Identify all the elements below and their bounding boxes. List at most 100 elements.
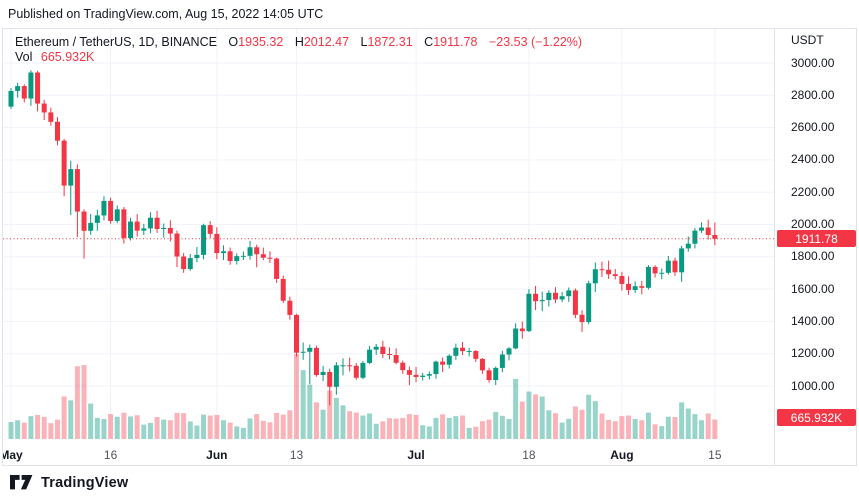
volume-bar xyxy=(506,419,512,439)
candle-body xyxy=(41,103,47,113)
time-tick-label: 16 xyxy=(103,448,118,462)
price-tick-label: 2600.00 xyxy=(791,120,835,135)
volume-bar xyxy=(101,419,107,439)
volume-bar xyxy=(347,411,353,439)
volume-bar xyxy=(48,423,54,439)
volume-label: Vol xyxy=(15,50,33,64)
volume-bar xyxy=(519,401,525,439)
volume-bar xyxy=(526,391,532,439)
candle-body xyxy=(94,215,100,223)
candle-body xyxy=(453,347,459,356)
volume-bar xyxy=(21,422,27,439)
volume-bar xyxy=(473,426,479,439)
footer: TradingView xyxy=(0,466,859,499)
volume-bar xyxy=(8,422,14,439)
candle-body xyxy=(128,221,134,239)
volume-bar xyxy=(154,417,160,439)
candle-body xyxy=(187,258,193,270)
volume-bar xyxy=(234,426,240,439)
volume-bar xyxy=(579,409,585,439)
volume-bar xyxy=(61,396,67,439)
candle-body xyxy=(433,361,439,375)
candle-body xyxy=(240,255,246,257)
volume-bar xyxy=(280,414,286,439)
candle-body xyxy=(307,347,313,352)
candle-body xyxy=(353,365,359,378)
volume-bar xyxy=(559,422,565,439)
candle-body xyxy=(599,269,605,271)
volume-bar xyxy=(68,400,74,439)
volume-bar xyxy=(353,412,359,439)
candle-body xyxy=(659,272,665,274)
volume-bar xyxy=(247,418,253,439)
volume-bar xyxy=(28,416,34,439)
volume-bar xyxy=(94,417,100,439)
volume-bar xyxy=(672,417,678,439)
candle-body xyxy=(400,362,406,371)
volume-bar xyxy=(712,419,718,439)
candle-body xyxy=(147,217,153,229)
candle-body xyxy=(367,349,373,363)
candle-body xyxy=(479,358,485,371)
chart-box: USDT Ethereum / TetherUS, 1D, BINANCE O1… xyxy=(2,28,857,466)
candle-body xyxy=(313,347,319,376)
candle-body xyxy=(612,274,618,277)
candle-body xyxy=(320,371,326,376)
volume-bar xyxy=(692,414,698,439)
volume-bar xyxy=(446,417,452,439)
candle-body xyxy=(552,292,558,300)
candle-body xyxy=(134,221,140,231)
volume-bar xyxy=(41,417,47,439)
published-line: Published on TradingView.com, Aug 15, 20… xyxy=(8,7,324,21)
volume-bar xyxy=(260,420,266,439)
candle-body xyxy=(194,254,200,259)
candle-body xyxy=(513,328,519,349)
volume-bar xyxy=(639,420,645,439)
volume-bar xyxy=(486,419,492,439)
candle-body xyxy=(300,351,306,353)
candle-body xyxy=(572,290,578,315)
candle-body xyxy=(406,370,412,375)
candle-body xyxy=(619,276,625,284)
candle-body xyxy=(220,251,226,254)
price-tick-label: 1800.00 xyxy=(791,249,835,264)
volume-bar xyxy=(128,416,134,439)
candle-body xyxy=(639,286,645,288)
volume-bar xyxy=(333,397,339,439)
candle-body xyxy=(626,283,632,291)
published-strip: Published on TradingView.com, Aug 15, 20… xyxy=(0,0,859,28)
volume-bar xyxy=(360,415,366,439)
candle-body xyxy=(333,365,339,387)
volume-bar xyxy=(413,414,419,439)
volume-bar xyxy=(533,394,539,439)
time-tick-label: 15 xyxy=(708,448,722,462)
candle-body xyxy=(287,300,293,315)
price-tick-label: 1600.00 xyxy=(791,281,835,296)
candle-body xyxy=(645,266,651,288)
candle-body xyxy=(705,227,711,235)
candle-body xyxy=(181,256,187,270)
candle-body xyxy=(679,248,685,273)
volume-bar xyxy=(499,415,505,439)
volume-bar xyxy=(466,427,472,439)
price-tick-label: 2800.00 xyxy=(791,87,835,102)
tradingview-logo-icon[interactable] xyxy=(10,475,34,490)
volume-bar xyxy=(207,415,213,439)
volume-bar xyxy=(566,418,572,439)
candle-body xyxy=(685,243,691,249)
volume-bar xyxy=(426,426,432,439)
ohlc-close: C1911.78 xyxy=(424,35,478,49)
brand-name[interactable]: TradingView xyxy=(41,474,129,491)
volume-bar xyxy=(287,410,293,439)
candle-body xyxy=(499,354,505,368)
candle-body xyxy=(460,347,466,352)
volume-bar xyxy=(433,417,439,439)
volume-bar xyxy=(141,424,147,439)
legend-symbol-row: Ethereum / TetherUS, 1D, BINANCE O1935.3… xyxy=(15,35,582,50)
volume-bar xyxy=(626,415,632,439)
volume-bar xyxy=(300,370,306,439)
volume-bar xyxy=(81,365,87,439)
candle-body xyxy=(101,200,107,216)
volume-bar xyxy=(645,412,651,439)
volume-bar xyxy=(572,406,578,439)
